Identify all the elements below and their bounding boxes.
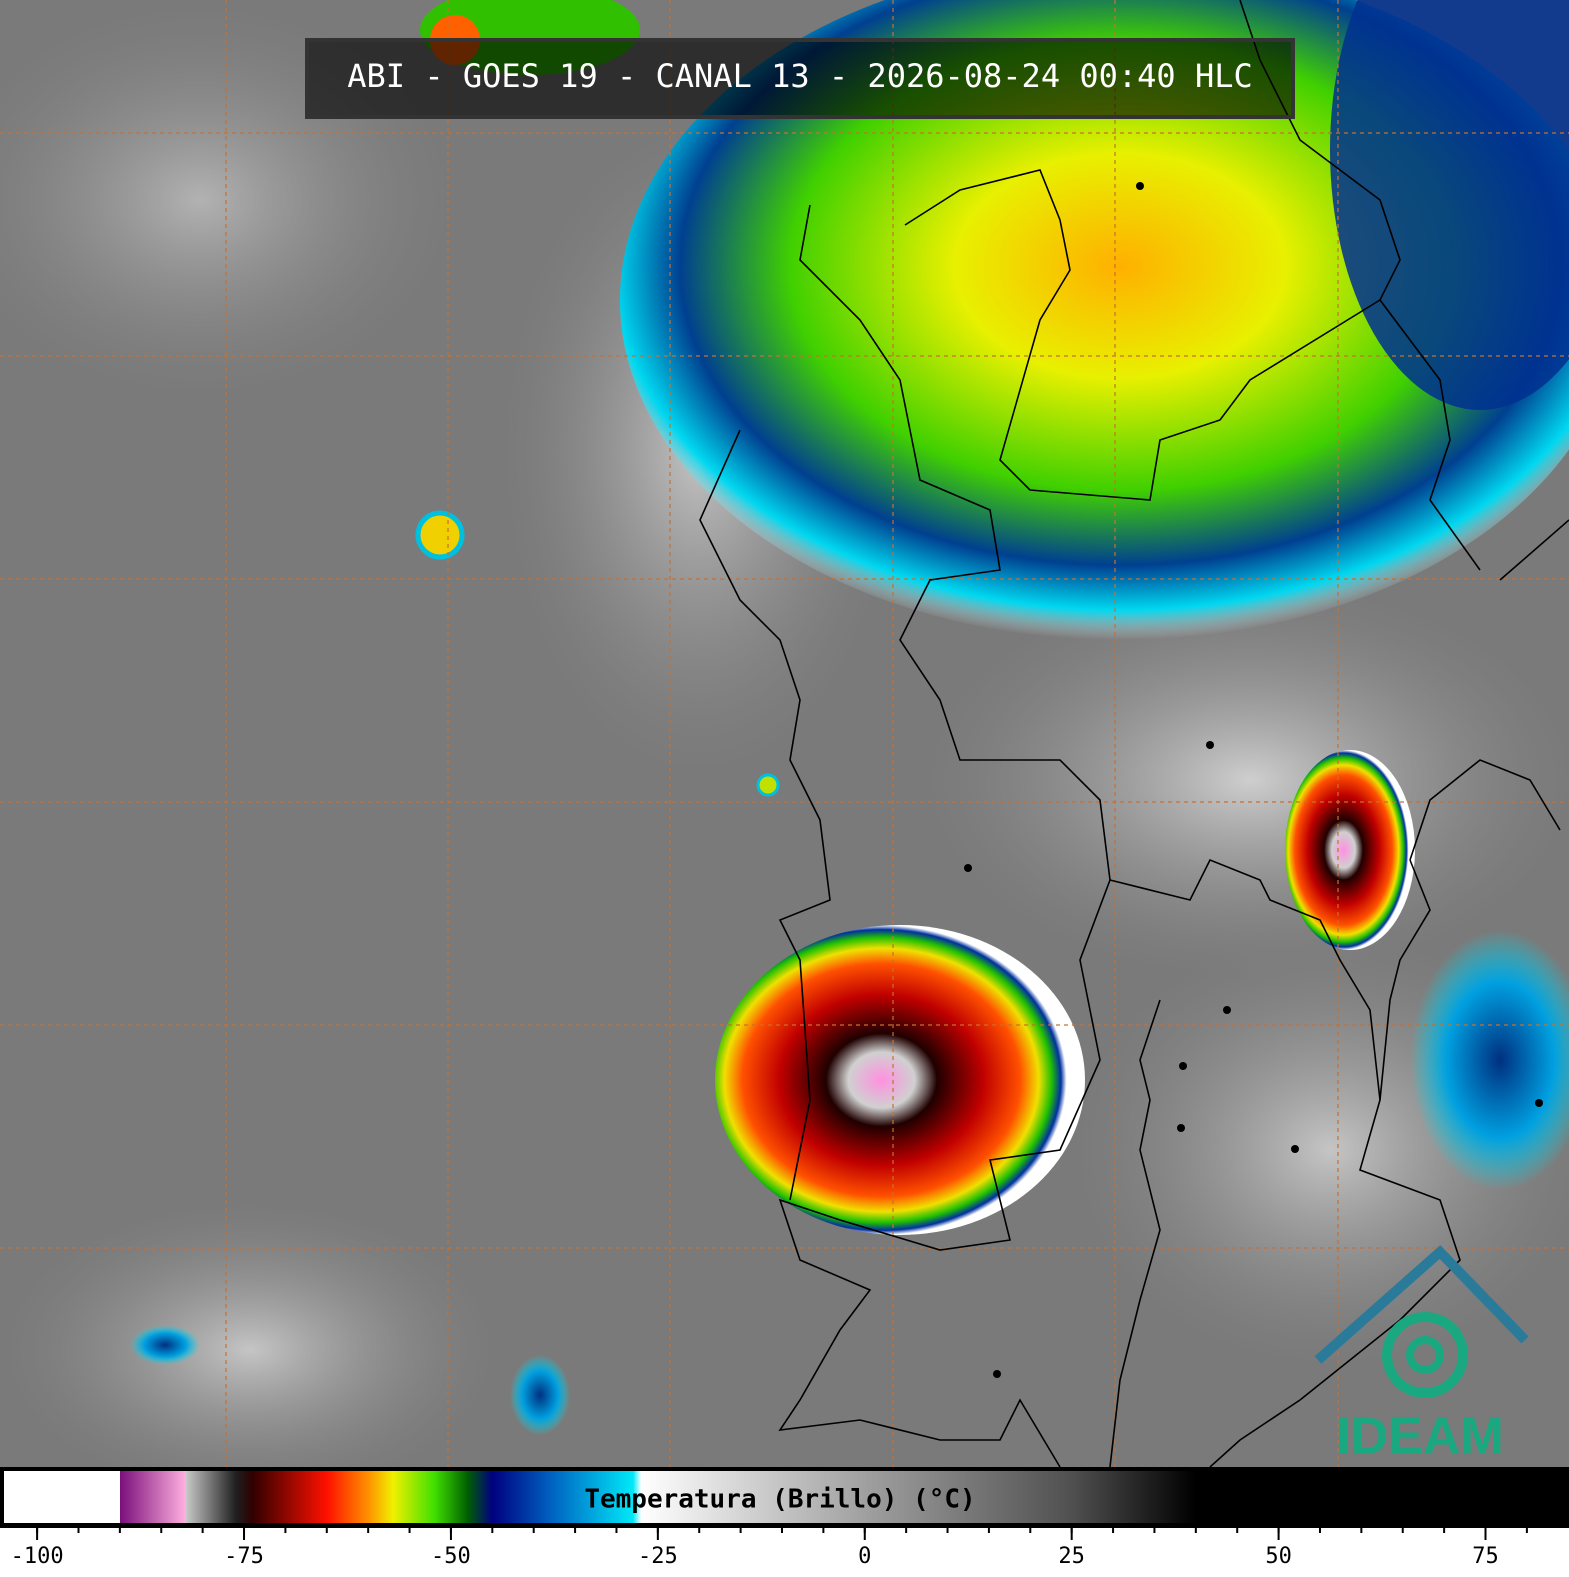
colorbar: Temperatura (Brillo) (°C) -100 -75 -50 -25 0… <box>0 1467 1569 1569</box>
colorbar-gradient <box>4 1471 1560 1523</box>
tick-label: 50 <box>1265 1544 1292 1569</box>
map-title: ABI - GOES 19 - CANAL 13 - 2026-08-24 00… <box>347 57 1252 95</box>
tick-label: -50 <box>431 1544 471 1569</box>
tick-label: -100 <box>11 1544 64 1569</box>
logo-text: IDEAM <box>1336 1408 1504 1466</box>
tick-label: -75 <box>224 1544 264 1569</box>
tick-label: 75 <box>1472 1544 1499 1569</box>
tick-label: 25 <box>1058 1544 1085 1569</box>
title-box: ABI - GOES 19 - CANAL 13 - 2026-08-24 00… <box>305 38 1295 119</box>
tick-label: 0 <box>858 1544 871 1569</box>
satellite-map <box>0 0 1569 1500</box>
colorbar-label: Temperatura (Brillo) (°C) <box>584 1485 975 1515</box>
tick-label: -25 <box>638 1544 678 1569</box>
logo: IDEAM <box>1314 1245 1529 1466</box>
